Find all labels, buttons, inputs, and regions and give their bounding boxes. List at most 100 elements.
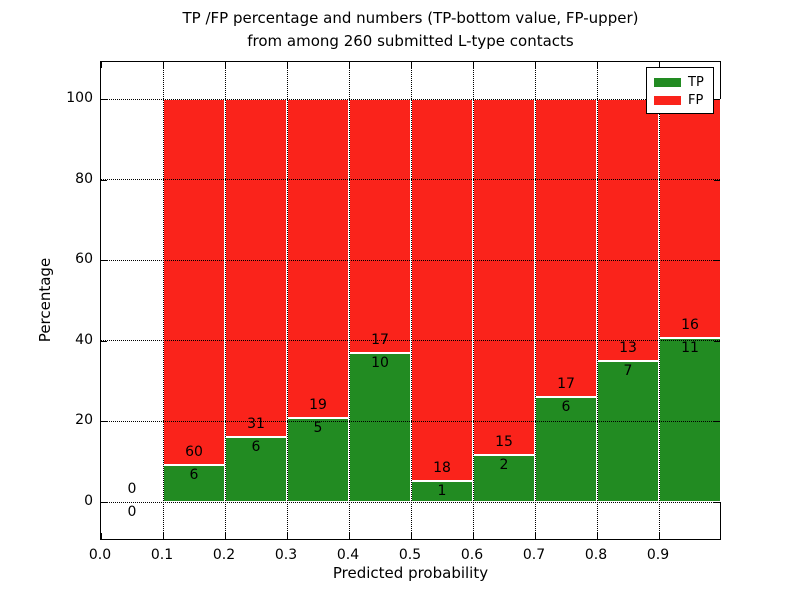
chart-title-line2: from among 260 submitted L-type contacts <box>247 32 574 50</box>
tp-bar <box>349 352 411 502</box>
x-axis-tick <box>349 533 350 539</box>
x-tick-label: 0.7 <box>522 547 546 563</box>
x-axis-tick-top <box>287 62 288 68</box>
fp-count-label: 17 <box>557 375 575 392</box>
tp-bar <box>597 360 659 502</box>
tp-count-label: 10 <box>371 354 389 371</box>
x-axis-tick-top <box>101 62 102 68</box>
y-tick-label: 100 <box>66 90 93 106</box>
tp-bar <box>287 418 349 502</box>
x-axis-tick <box>163 533 164 539</box>
legend: TP FP <box>646 67 714 114</box>
gridline-vertical <box>596 62 598 539</box>
x-axis-tick-top <box>659 62 660 68</box>
x-axis-tick <box>535 533 536 539</box>
fp-count-label: 31 <box>247 415 265 432</box>
x-axis-tick <box>101 533 102 539</box>
tp-count-label: 6 <box>189 467 199 484</box>
x-tick-label: 0.3 <box>274 547 298 563</box>
tp-count-label: 11 <box>681 339 699 356</box>
x-axis-tick <box>473 533 474 539</box>
fp-count-label: 0 <box>127 481 137 497</box>
fp-count-label: 13 <box>619 339 637 356</box>
y-tick-label: 40 <box>75 331 93 348</box>
fp-count-label: 60 <box>185 444 203 461</box>
gridline-vertical <box>534 62 536 539</box>
legend-fp-label: FP <box>688 92 704 108</box>
x-tick-label: 0.8 <box>584 547 608 563</box>
x-axis-tick <box>225 533 226 539</box>
tp-count-label: 0 <box>127 504 137 520</box>
y-axis-tick <box>101 421 107 423</box>
tp-bar <box>473 454 535 502</box>
y-axis-tick-right <box>714 340 720 342</box>
fp-bar <box>411 99 473 481</box>
y-axis-tick-right <box>714 421 720 423</box>
fp-bar <box>225 99 287 437</box>
x-axis-tick-top <box>163 62 164 68</box>
gridline-vertical <box>162 62 164 539</box>
y-tick-label: 0 <box>84 493 93 509</box>
legend-row-fp: FP <box>654 91 706 109</box>
x-tick-label: 0.4 <box>336 547 360 563</box>
fp-count-label: 17 <box>371 331 389 348</box>
x-tick-label: 0.0 <box>88 547 112 563</box>
tp-count-label: 6 <box>251 438 261 455</box>
x-axis-tick-top <box>225 62 226 68</box>
x-axis-tick-top <box>535 62 536 68</box>
gridline-vertical <box>472 62 474 539</box>
tp-bar <box>163 465 225 502</box>
x-axis-tick <box>597 533 598 539</box>
fp-bar <box>535 99 597 397</box>
x-tick-label: 0.2 <box>212 547 236 563</box>
y-axis-tick-right <box>714 502 720 503</box>
fp-bar <box>659 99 721 338</box>
gridline-vertical <box>410 62 412 539</box>
y-axis-tick <box>101 340 107 342</box>
gridline-vertical <box>348 62 350 539</box>
x-tick-label: 0.5 <box>398 547 422 563</box>
x-axis-tick-top <box>473 62 474 68</box>
gridline-vertical <box>286 62 288 539</box>
tp-count-label: 2 <box>499 456 509 473</box>
tp-bar <box>659 337 721 502</box>
x-axis-tick <box>659 533 660 539</box>
x-axis-tick-top <box>411 62 412 68</box>
x-axis-tick <box>287 533 288 539</box>
gridline-vertical <box>658 62 660 539</box>
y-axis-tick-right <box>714 260 720 262</box>
y-axis-tick <box>101 99 107 100</box>
tp-bar <box>225 436 287 502</box>
x-tick-label: 0.9 <box>646 547 670 563</box>
plot-area: 0 0 60 6 31 6 19 5 17 10 18 1 15 2 17 6 13 7 16 11 <box>100 61 721 540</box>
x-axis-tick-top <box>349 62 350 68</box>
legend-tp-swatch <box>654 77 681 87</box>
fp-bar <box>287 99 349 419</box>
gridline-vertical <box>224 62 226 539</box>
fp-count-label: 15 <box>495 433 513 450</box>
y-axis-tick-right <box>714 179 720 181</box>
y-tick-label: 60 <box>75 251 93 268</box>
legend-fp-swatch <box>654 95 681 105</box>
fp-count-label: 16 <box>681 316 699 333</box>
tp-count-label: 1 <box>437 482 447 499</box>
y-axis-tick <box>101 260 107 262</box>
y-axis-tick <box>101 502 107 503</box>
fp-bar <box>163 99 225 466</box>
x-axis-label: Predicted probability <box>332 564 489 582</box>
x-tick-label: 0.6 <box>460 547 484 563</box>
x-tick-label: 0.1 <box>150 547 174 563</box>
x-axis-tick <box>411 533 412 539</box>
legend-tp-label: TP <box>688 74 704 90</box>
fp-bar <box>597 99 659 361</box>
tp-count-label: 7 <box>623 362 633 379</box>
y-tick-label: 80 <box>75 170 93 187</box>
fp-count-label: 18 <box>433 459 451 476</box>
legend-row-tp: TP <box>654 73 706 91</box>
y-axis-tick <box>101 179 107 181</box>
tp-bar <box>535 396 597 502</box>
x-axis-tick-top <box>597 62 598 68</box>
y-tick-label: 20 <box>75 412 93 429</box>
tp-count-label: 6 <box>561 398 571 415</box>
